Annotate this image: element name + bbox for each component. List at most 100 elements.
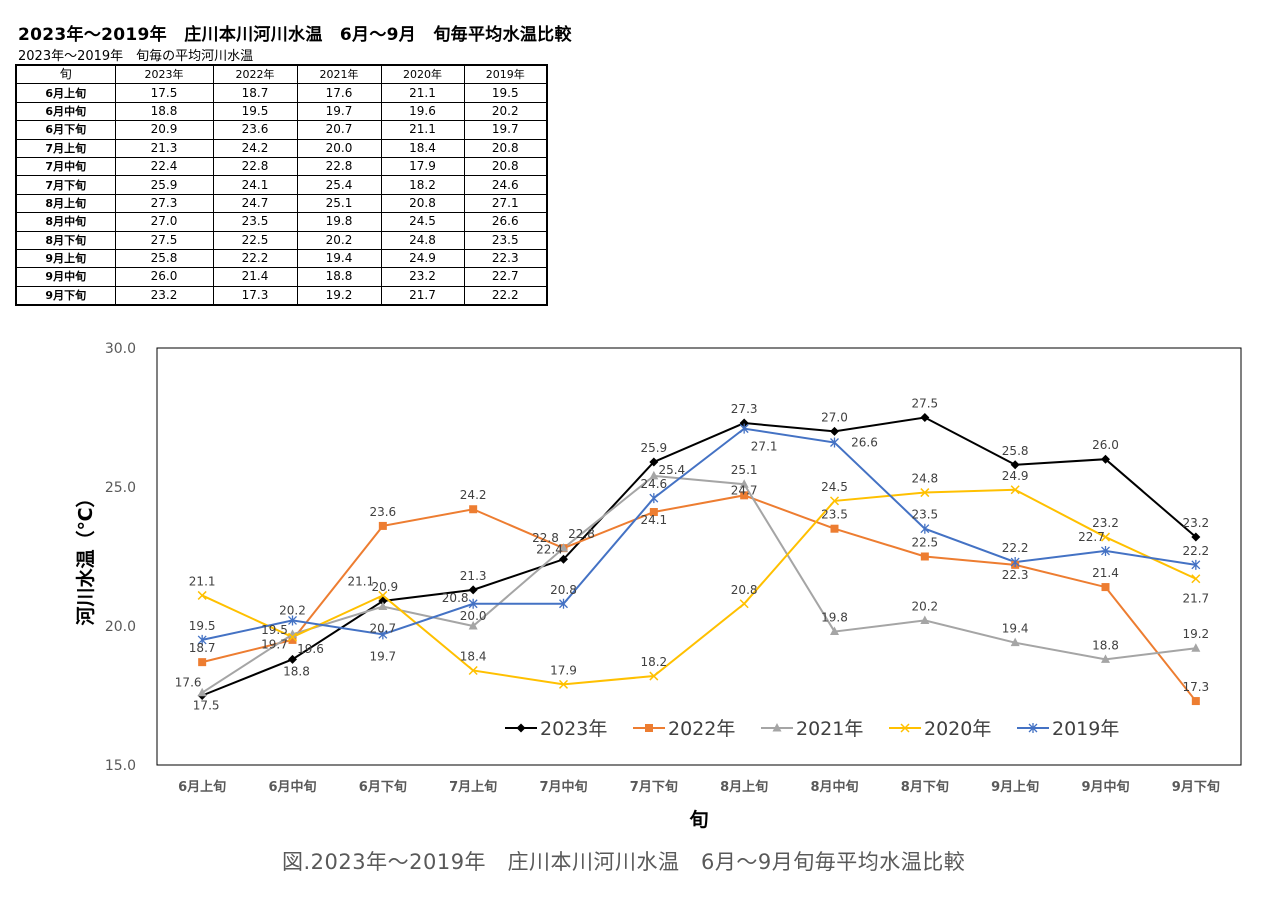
data-label: 23.2 <box>1092 516 1119 530</box>
table-cell-value: 17.3 <box>212 285 298 306</box>
series-line <box>201 488 1197 686</box>
data-point-marker <box>830 426 839 436</box>
data-point-marker <box>198 658 207 667</box>
data-label: 24.7 <box>731 483 758 497</box>
data-label: 20.2 <box>911 599 938 613</box>
data-label: 21.1 <box>347 574 374 588</box>
data-label: 22.2 <box>1182 544 1209 558</box>
data-label: 22.8 <box>532 531 559 545</box>
data-label: 18.7 <box>189 641 216 655</box>
table-header-year: 2019年 <box>463 64 548 85</box>
data-label: 17.3 <box>1182 680 1209 694</box>
data-point-marker <box>920 523 930 534</box>
table-cell-value: 18.8 <box>296 267 382 287</box>
table-cell-value: 20.9 <box>114 120 214 140</box>
table-cell-value: 23.5 <box>212 212 298 232</box>
data-point-marker <box>559 543 568 552</box>
legend-label: 2022年 <box>668 718 735 740</box>
series-line <box>201 494 1197 702</box>
table-row: 9月上旬 25.8 22.2 19.4 24.9 22.3 <box>15 248 548 269</box>
data-label: 20.8 <box>442 591 469 605</box>
x-tick-label: 6月下旬 <box>359 779 407 795</box>
data-point-marker <box>830 524 839 533</box>
data-point-marker <box>739 423 749 434</box>
data-label: 17.9 <box>550 663 577 677</box>
x-tick-label: 6月上旬 <box>178 779 226 795</box>
table-cell-value: 27.3 <box>114 193 214 214</box>
data-point-marker <box>559 598 568 609</box>
x-tick-label: 9月上旬 <box>991 779 1039 795</box>
legend-label: 2023年 <box>540 718 607 740</box>
table-row: 9月中旬 26.0 21.4 18.8 23.2 22.7 <box>15 267 548 287</box>
series-line <box>201 427 1196 641</box>
data-label: 24.1 <box>640 513 667 527</box>
data-point-marker <box>288 615 297 626</box>
data-point-marker <box>559 554 568 564</box>
data-label: 20.8 <box>731 583 758 597</box>
table-cell-value: 20.8 <box>380 193 465 214</box>
data-label: 24.5 <box>821 480 848 494</box>
data-point-marker <box>1191 559 1201 570</box>
data-point-marker <box>740 491 749 500</box>
data-point-marker <box>649 508 658 517</box>
data-point-marker <box>1101 654 1110 663</box>
table-caption: 2023年～2019年 旬毎の平均河川水温 <box>18 49 254 64</box>
legend-marker <box>645 724 653 732</box>
data-label: 19.7 <box>369 649 396 663</box>
plot-area <box>156 347 1242 766</box>
table-row: 9月下旬 23.2 17.3 19.2 21.7 22.2 <box>15 285 548 306</box>
data-label: 27.3 <box>731 402 758 416</box>
data-point-marker <box>1010 460 1020 470</box>
data-label: 22.3 <box>1002 568 1029 582</box>
data-label: 19.4 <box>1002 622 1029 636</box>
data-point-marker <box>739 479 749 488</box>
data-point-marker <box>558 679 569 689</box>
water-temperature-table: 旬 2023年 2022年 2021年 2020年 2019年 6月上旬 17.5 18.7 1… <box>15 64 548 307</box>
data-label: 18.2 <box>640 655 667 669</box>
table-cell-value: 26.0 <box>114 267 214 287</box>
data-point-marker <box>468 621 478 630</box>
legend-item: 2021年 <box>761 718 863 740</box>
table-row: 6月中旬 18.8 19.5 19.7 19.6 20.2 <box>15 101 548 122</box>
table-cell-value: 25.4 <box>296 175 382 195</box>
x-tick-label: 8月上旬 <box>720 779 768 795</box>
data-label: 24.2 <box>460 488 487 502</box>
table-cell-value: 22.7 <box>463 267 548 287</box>
table-cell-value: 18.4 <box>380 138 465 158</box>
table-row: 8月中旬 27.0 23.5 19.8 24.5 26.6 <box>15 212 548 232</box>
data-point-marker <box>1101 583 1110 592</box>
table-cell-value: 21.1 <box>380 120 465 140</box>
data-label: 19.5 <box>261 623 288 637</box>
x-axis-title: 旬 <box>689 808 708 831</box>
data-point-marker <box>288 635 297 644</box>
table-cell-period: 9月中旬 <box>15 267 116 287</box>
data-label: 19.7 <box>261 637 288 651</box>
table-cell-value: 24.7 <box>212 193 298 214</box>
data-label: 23.2 <box>1182 516 1209 530</box>
data-label: 19.2 <box>1182 627 1209 641</box>
data-point-marker <box>197 687 207 697</box>
data-label: 20.2 <box>279 603 306 617</box>
data-label: 19.8 <box>821 611 848 625</box>
data-point-marker <box>830 437 839 448</box>
data-point-marker <box>197 634 207 645</box>
table-cell-value: 20.8 <box>463 138 548 158</box>
table-cell-value: 22.8 <box>296 156 382 177</box>
data-label: 24.6 <box>640 477 667 491</box>
data-label: 19.5 <box>189 619 216 633</box>
data-point-marker <box>649 493 659 504</box>
data-label: 20.9 <box>371 580 398 594</box>
data-point-marker <box>378 590 388 600</box>
data-point-marker <box>1191 643 1201 652</box>
data-label: 23.6 <box>369 505 396 519</box>
table-cell-value: 19.4 <box>296 248 382 269</box>
x-tick-label: 7月下旬 <box>630 779 678 795</box>
data-point-marker <box>468 598 478 609</box>
x-tick-label: 7月中旬 <box>539 779 587 795</box>
legend-label: 2020年 <box>924 718 991 740</box>
table-cell-value: 22.2 <box>463 285 548 306</box>
x-tick-label: 9月下旬 <box>1172 779 1220 795</box>
table-row: 8月上旬 27.3 24.7 25.1 20.8 27.1 <box>15 193 548 214</box>
data-label: 27.5 <box>911 397 938 411</box>
